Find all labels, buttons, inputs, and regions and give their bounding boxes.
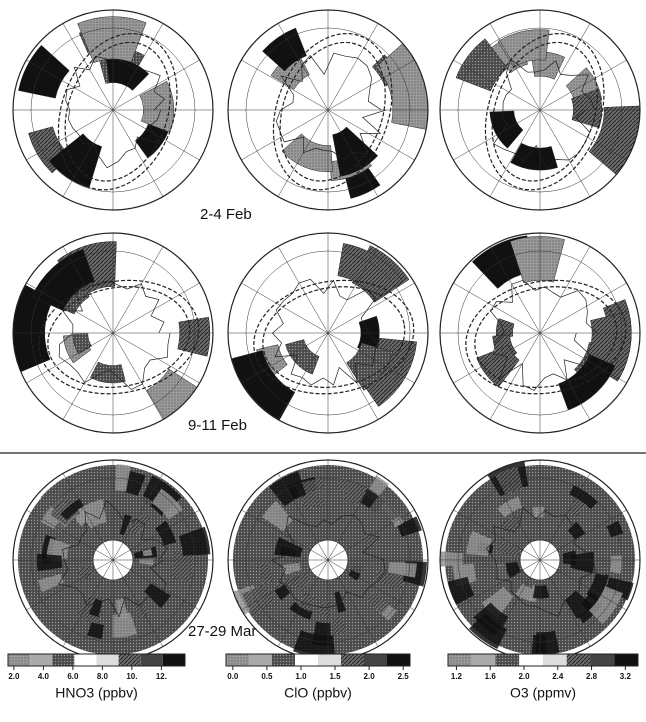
color-step: [496, 654, 520, 666]
row-label: 27-29 Mar: [188, 623, 256, 640]
tick-label: 1.6: [485, 672, 497, 681]
patch: [510, 236, 564, 283]
color-step: [272, 654, 295, 666]
polar-map: [228, 460, 428, 660]
patch: [106, 59, 149, 90]
tick-label: 2.0: [364, 672, 376, 681]
map-fill: [456, 30, 646, 179]
colorbar: 0.0 0.5 1.0 1.5 2.0 2.5 ClO (ppbv): [226, 654, 410, 701]
row-label: 9-11 Feb: [188, 417, 247, 434]
color-step: [387, 654, 410, 666]
color-step: [567, 654, 591, 666]
tick-label: 2.8: [586, 672, 598, 681]
tick-label: 4.0: [38, 672, 50, 681]
color-step: [341, 654, 364, 666]
color-step: [614, 654, 638, 666]
tick-label: 2.0: [518, 672, 530, 681]
color-step: [295, 654, 318, 666]
maps: [6, 10, 646, 660]
map-fill: [263, 28, 436, 198]
tick-label: 0.5: [261, 672, 273, 681]
patch: [610, 555, 622, 574]
tick-label: 2.0: [8, 672, 20, 681]
color-step: [226, 654, 249, 666]
patch: [511, 143, 558, 170]
color-step: [163, 654, 185, 666]
row-label: 2-4 Feb: [200, 206, 252, 223]
color-step: [141, 654, 163, 666]
map-fill: [19, 17, 174, 188]
polar-map: [440, 10, 646, 210]
polar-map: [228, 233, 428, 433]
patch: [282, 134, 333, 172]
polar-map: [228, 10, 435, 210]
color-step: [30, 654, 52, 666]
tick-label: 2.5: [398, 672, 410, 681]
patch: [90, 362, 125, 383]
polar-map: [13, 10, 213, 210]
color-step: [318, 654, 341, 666]
colorbar: 2.0 4.0 6.0 8.0 10. 12. HNO3 (ppbv): [8, 654, 185, 701]
color-step: [519, 654, 543, 666]
tick-label: 1.2: [451, 672, 463, 681]
polar-map: [436, 460, 640, 660]
figure: 2-4 Feb 9-11 Feb 27-29 Mar 2.0 4.0 6.0 8.0 1…: [0, 0, 646, 722]
colorbar-title: ClO (ppbv): [284, 685, 352, 701]
color-step: [591, 654, 615, 666]
color-step: [119, 654, 141, 666]
tick-label: 1.5: [329, 672, 341, 681]
tick-label: 1.0: [295, 672, 307, 681]
color-step: [249, 654, 272, 666]
colorbar: 1.2 1.6 2.0 2.4 2.8 3.2 O3 (ppmv): [448, 654, 638, 701]
patch: [559, 355, 616, 410]
patch: [178, 317, 210, 356]
tick-label: 8.0: [97, 672, 109, 681]
map-fill: [232, 465, 427, 658]
polar-map: [440, 233, 640, 433]
patch: [333, 127, 378, 176]
patch: [19, 45, 70, 98]
map-fill: [18, 464, 210, 655]
tick-label: 10.: [126, 672, 137, 681]
color-step: [52, 654, 74, 666]
polar-map: [6, 233, 213, 433]
color-step: [97, 654, 119, 666]
color-step: [364, 654, 387, 666]
color-step: [448, 654, 472, 666]
color-step: [543, 654, 567, 666]
patch: [527, 519, 543, 530]
colorbar-title: HNO3 (ppbv): [55, 685, 137, 701]
colorbar-title: O3 (ppmv): [510, 685, 576, 701]
patch: [596, 554, 606, 576]
tick-label: 12.: [156, 672, 167, 681]
polar-map: [13, 460, 213, 660]
map-fill: [472, 236, 631, 410]
color-step: [74, 654, 96, 666]
color-step: [472, 654, 496, 666]
tick-label: 3.2: [620, 672, 632, 681]
tick-label: 2.4: [552, 672, 564, 681]
tick-label: 6.0: [67, 672, 79, 681]
color-step: [8, 654, 30, 666]
tick-label: 0.0: [227, 672, 239, 681]
